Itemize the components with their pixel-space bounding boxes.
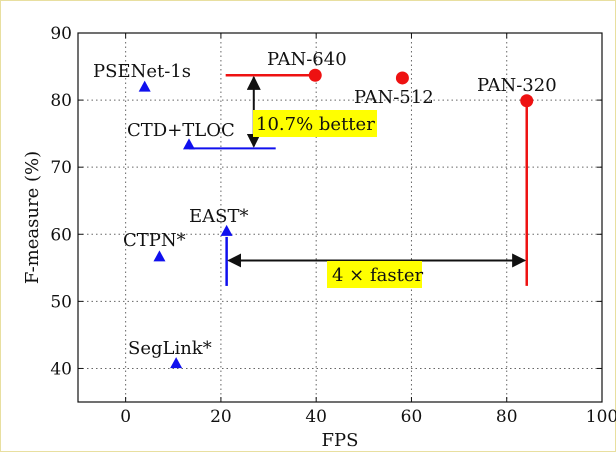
faster-annotation-text: 4 × faster	[332, 265, 423, 286]
baseline-point	[182, 138, 195, 150]
baseline-label: EAST*	[189, 206, 248, 227]
pan-point	[308, 68, 322, 82]
baseline-label: SegLink*	[128, 338, 212, 359]
y-tick-label: 50	[50, 292, 72, 312]
y-tick-label: 60	[50, 225, 72, 245]
pan-point	[520, 94, 534, 108]
faster-annotation-box	[327, 261, 422, 288]
y-tick-label: 40	[50, 359, 72, 379]
baseline-point	[170, 357, 183, 369]
better-annotation-box	[253, 110, 377, 137]
y-tick-label: 90	[50, 24, 72, 44]
x-tick-label: 100	[586, 407, 616, 427]
pan-point	[395, 71, 409, 85]
baseline-label: CTPN*	[123, 230, 186, 251]
pan-label: PAN-640	[267, 49, 347, 70]
baseline-label: PSENet-1s	[93, 61, 191, 82]
baseline-label: CTD+TLOC	[127, 120, 235, 141]
x-tick-label: 0	[120, 407, 131, 427]
y-tick-label: 80	[50, 91, 72, 111]
pan-label: PAN-320	[477, 75, 557, 96]
x-tick-label: 40	[305, 407, 327, 427]
x-tick-label: 60	[401, 407, 423, 427]
baseline-point	[138, 80, 151, 92]
baseline-point	[153, 250, 166, 262]
baseline-point	[220, 224, 233, 236]
y-tick-label: 70	[50, 158, 72, 178]
better-annotation-text: 10.7% better	[256, 114, 375, 135]
y-axis-title: F-measure (%)	[22, 151, 43, 284]
x-tick-label: 80	[496, 407, 518, 427]
plot-area-border	[77, 32, 603, 403]
x-tick-label: 20	[210, 407, 232, 427]
pan-label: PAN-512	[354, 87, 434, 108]
x-axis-title: FPS	[322, 430, 359, 451]
